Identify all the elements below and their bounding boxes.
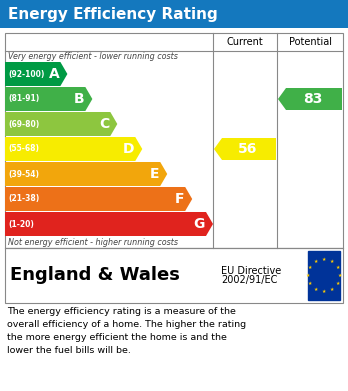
Polygon shape [5,187,192,211]
Polygon shape [214,138,276,160]
Bar [0,0,348,28]
Polygon shape [5,62,68,86]
Text: ★: ★ [322,257,326,262]
Text: 83: 83 [303,92,323,106]
Bar [5,248,343,303]
Text: D: D [123,142,134,156]
Text: Very energy efficient - lower running costs: Very energy efficient - lower running co… [8,52,178,61]
Text: ★: ★ [308,281,312,286]
Text: (39-54): (39-54) [8,170,39,179]
Text: Current: Current [227,37,263,47]
Polygon shape [5,112,117,136]
Text: ★: ★ [314,259,318,264]
Bar [308,251,340,300]
Text: England & Wales: England & Wales [10,267,180,285]
Text: ★: ★ [336,281,340,286]
Text: (55-68): (55-68) [8,145,39,154]
Text: ★: ★ [314,287,318,292]
Text: ★: ★ [308,265,312,270]
Text: ★: ★ [330,287,334,292]
Text: E: E [150,167,159,181]
Text: ★: ★ [322,289,326,294]
Polygon shape [5,137,142,161]
Text: (69-80): (69-80) [8,120,39,129]
Text: Potential: Potential [288,37,332,47]
Text: C: C [99,117,109,131]
Text: (92-100): (92-100) [8,70,45,79]
Text: ★: ★ [306,273,310,278]
Bar [5,33,343,248]
Text: G: G [193,217,205,231]
Text: ★: ★ [338,273,342,278]
Text: (1-20): (1-20) [8,219,34,228]
Polygon shape [5,212,213,236]
Text: ★: ★ [336,265,340,270]
Text: 56: 56 [238,142,258,156]
Text: (81-91): (81-91) [8,95,39,104]
Polygon shape [5,87,92,111]
Text: (21-38): (21-38) [8,194,39,203]
Text: F: F [175,192,184,206]
Text: B: B [74,92,84,106]
Text: Energy Efficiency Rating: Energy Efficiency Rating [8,7,218,22]
Text: 2002/91/EC: 2002/91/EC [221,276,277,285]
Text: The energy efficiency rating is a measure of the
overall efficiency of a home. T: The energy efficiency rating is a measur… [7,307,246,355]
Text: Not energy efficient - higher running costs: Not energy efficient - higher running co… [8,238,178,247]
Text: EU Directive: EU Directive [221,265,281,276]
Text: ★: ★ [330,259,334,264]
Polygon shape [5,162,167,186]
Polygon shape [278,88,342,110]
Text: A: A [49,67,60,81]
